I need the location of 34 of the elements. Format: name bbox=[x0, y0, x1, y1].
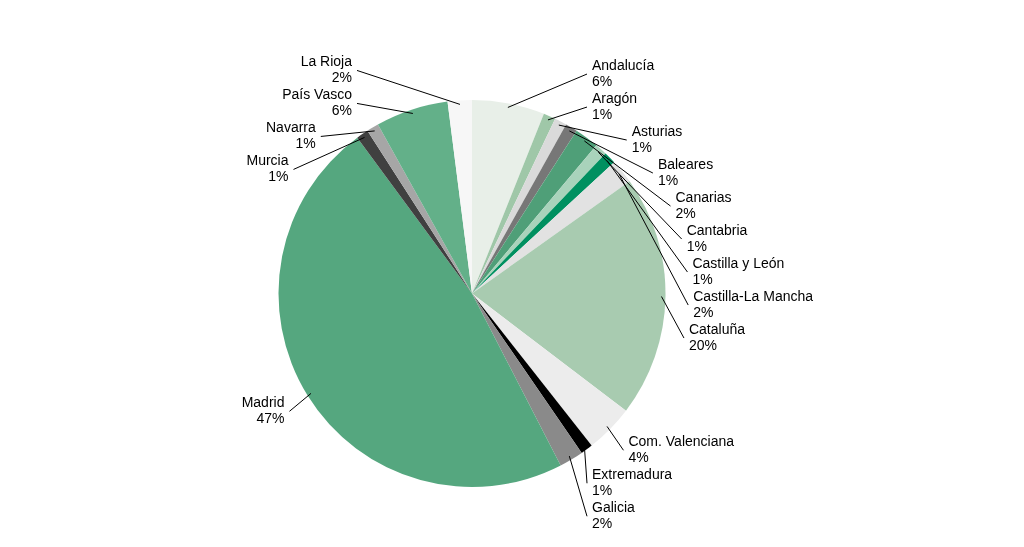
data-label: 1% bbox=[592, 482, 613, 499]
slice-label: Canarias bbox=[675, 188, 732, 205]
data-label: 1% bbox=[631, 138, 652, 155]
data-label: 2% bbox=[693, 303, 714, 320]
slice-label: Extremadura bbox=[592, 466, 673, 483]
data-label: 6% bbox=[331, 102, 352, 119]
data-label: 1% bbox=[592, 105, 613, 122]
slice-label: Aragón bbox=[592, 89, 638, 106]
slice-label: Cataluña bbox=[688, 320, 746, 337]
slice-label: Murcia bbox=[246, 152, 289, 169]
data-label: 6% bbox=[592, 72, 613, 89]
data-label: 2% bbox=[675, 204, 696, 221]
data-label: 1% bbox=[657, 171, 679, 188]
slice-label: Madrid bbox=[241, 394, 285, 411]
data-label: 4% bbox=[628, 449, 649, 466]
slice-label: Asturias bbox=[631, 122, 683, 139]
data-label: 20% bbox=[688, 336, 718, 353]
data-label: 1% bbox=[692, 270, 713, 287]
data-label: 47% bbox=[256, 410, 285, 427]
slice-label: Castilla y León bbox=[692, 254, 785, 271]
data-label: 2% bbox=[331, 69, 352, 86]
slice-label: Baleares bbox=[657, 155, 714, 172]
data-label: 1% bbox=[295, 135, 316, 152]
data-label: 1% bbox=[686, 237, 707, 254]
slice-label: Andalucía bbox=[592, 56, 655, 73]
data-label: 2% bbox=[592, 515, 613, 532]
slice-label: Castilla-La Mancha bbox=[693, 287, 814, 304]
slice-label: País Vasco bbox=[282, 86, 353, 103]
slice-label: Com. Valenciana bbox=[628, 433, 735, 450]
data-label: 1% bbox=[268, 168, 289, 185]
slice-label: Galicia bbox=[592, 499, 636, 516]
slice-label: Navarra bbox=[266, 119, 317, 136]
slice-label: La Rioja bbox=[300, 53, 353, 70]
slice-label: Cantabria bbox=[686, 221, 748, 238]
